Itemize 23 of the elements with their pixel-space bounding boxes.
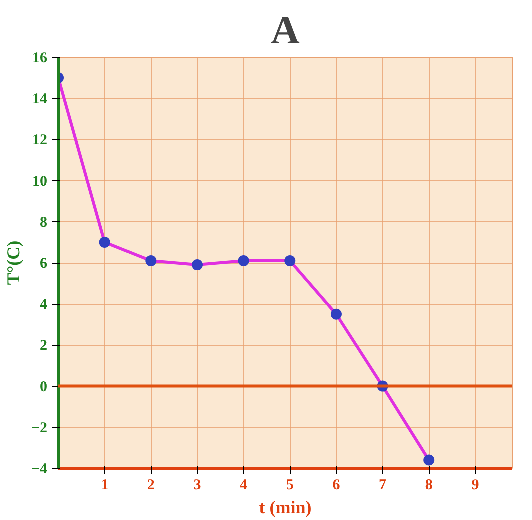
y-tick-label: 8	[40, 214, 48, 231]
y-tick-label: −2	[31, 420, 48, 436]
y-tick-label: 6	[40, 256, 48, 272]
y-tick-label: 2	[40, 338, 48, 354]
y-axis-title: T°(C)	[3, 240, 24, 286]
chart-title: A	[271, 8, 300, 52]
y-tick-label: 12	[32, 132, 48, 149]
x-tick-label: 8	[425, 478, 433, 494]
x-tick-label: 5	[286, 478, 294, 494]
y-tick-label: 14	[32, 92, 48, 108]
y-tick-label: 0	[40, 379, 48, 396]
x-tick-label: 1	[101, 478, 109, 494]
x-tick-label: 9	[472, 478, 480, 494]
y-tick-label: 16	[32, 50, 48, 66]
y-tick-label: 4	[40, 297, 48, 314]
y-tick-label: 10	[32, 174, 48, 190]
x-tick-label: 3	[194, 478, 202, 494]
x-tick-label: 2	[147, 478, 155, 494]
y-tick-label: −4	[31, 462, 48, 478]
x-tick-label: 7	[379, 478, 388, 494]
x-axis-title: t (min)	[259, 498, 312, 518]
x-tick-label: 4	[240, 478, 248, 494]
x-tick-label: 6	[332, 478, 341, 494]
